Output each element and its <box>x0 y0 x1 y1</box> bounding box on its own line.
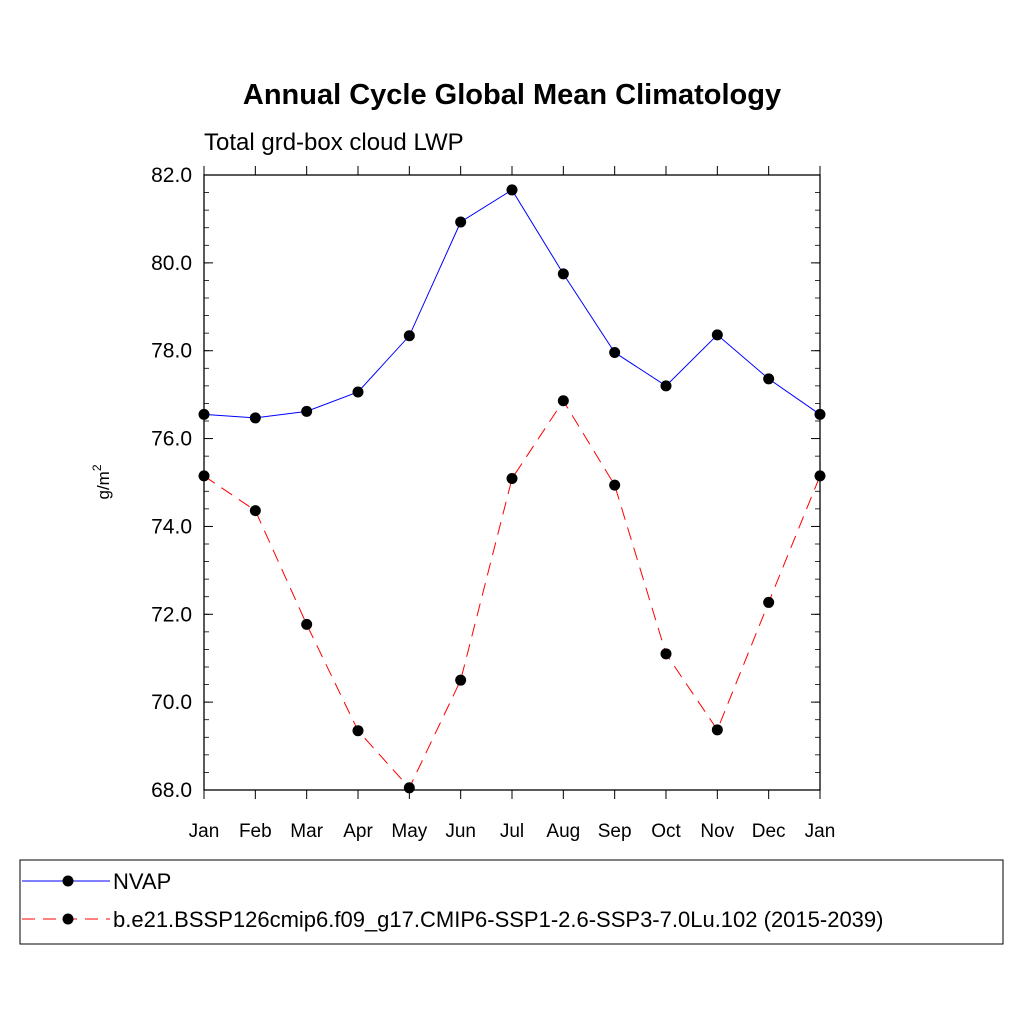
y-tick-labels: 68.0 70.0 72.0 74.0 76.0 78.0 80.0 82.0 <box>151 164 192 802</box>
y-tick-label: 74.0 <box>151 515 192 538</box>
y-axis-label-superscript: 2 <box>90 464 104 471</box>
series-point <box>301 405 313 417</box>
legend: NVAP b.e21.BSSP126cmip6.f09_g17.CMIP6-SSP… <box>19 859 1004 945</box>
series-line <box>203 399 821 789</box>
legend-items: NVAP b.e21.BSSP126cmip6.f09_g17.CMIP6-SSP… <box>22 869 883 932</box>
x-tick-label: Aug <box>546 821 580 842</box>
series-point <box>455 216 467 228</box>
legend-label: b.e21.BSSP126cmip6.f09_g17.CMIP6-SSP1-2.… <box>113 907 883 932</box>
series-2 <box>198 395 826 794</box>
y-tick-label: 68.0 <box>151 779 192 802</box>
series-point <box>763 596 775 608</box>
x-tick-label: Sep <box>598 821 632 842</box>
x-tick-label: Jun <box>445 821 476 842</box>
y-tick-label: 80.0 <box>151 252 192 275</box>
y-axis-label: g/m2 <box>90 464 113 499</box>
x-tick-label: Jan <box>189 821 220 842</box>
series-point <box>403 782 415 794</box>
y-tick-label: 70.0 <box>151 691 192 714</box>
series-line <box>203 189 821 419</box>
series-point <box>660 648 672 660</box>
y-tick-label: 72.0 <box>151 603 192 626</box>
y-tick-label: 78.0 <box>151 340 192 363</box>
chart-title: Annual Cycle Global Mean Climatology <box>243 79 781 111</box>
legend-label: NVAP <box>113 869 171 894</box>
chart-subtitle: Total grd-box cloud LWP <box>204 129 464 156</box>
plot-frame <box>203 174 821 791</box>
series-point <box>763 373 775 385</box>
series-point <box>352 386 364 398</box>
legend-marker <box>62 913 74 925</box>
series-point <box>557 268 569 280</box>
y-axis-label-unit: g/m <box>94 471 113 499</box>
axis-ticks <box>203 166 821 799</box>
series-point <box>249 412 261 424</box>
series-layer <box>198 184 826 794</box>
series-point <box>711 329 723 341</box>
legend-box <box>19 859 1004 945</box>
series-point <box>455 674 467 686</box>
x-tick-labels: Jan Feb Mar Apr May Jun Jul Aug Sep Oct Nov Dec Jan <box>189 821 836 842</box>
series-1 <box>198 184 826 424</box>
series-point <box>506 473 518 485</box>
series-point <box>609 346 621 358</box>
x-tick-label: Feb <box>239 821 272 842</box>
x-tick-label: Mar <box>290 821 323 842</box>
series-point <box>352 725 364 737</box>
series-point <box>506 184 518 196</box>
x-tick-label: Dec <box>752 821 786 842</box>
y-tick-label: 76.0 <box>151 428 192 451</box>
x-tick-label: Jan <box>805 821 836 842</box>
series-point <box>249 505 261 517</box>
legend-marker <box>62 875 74 887</box>
series-point <box>660 380 672 392</box>
series-point <box>557 395 569 407</box>
x-tick-label: May <box>391 821 427 842</box>
x-tick-label: Oct <box>651 821 681 842</box>
x-tick-label: Jul <box>500 821 524 842</box>
series-point <box>609 479 621 491</box>
x-tick-label: Nov <box>700 821 734 842</box>
series-point <box>301 618 313 630</box>
series-point <box>403 330 415 342</box>
y-tick-label: 82.0 <box>151 164 192 187</box>
x-tick-label: Apr <box>343 821 373 842</box>
series-point <box>711 724 723 736</box>
